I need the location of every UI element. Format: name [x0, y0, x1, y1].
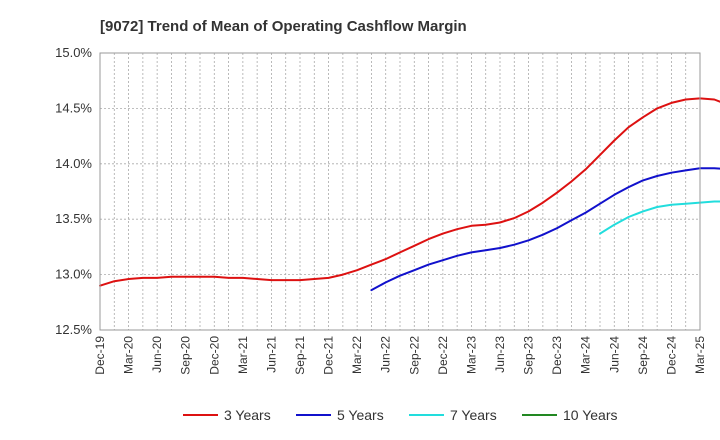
- x-tick-label: Mar-24: [579, 336, 593, 374]
- series-lines: [99, 97, 720, 292]
- x-tick-label: Jun-20: [150, 336, 164, 373]
- x-tick-label: Jun-24: [607, 336, 621, 373]
- grid: [99, 52, 701, 331]
- y-tick-label: 13.0%: [55, 267, 92, 282]
- x-tick-label: Dec-24: [664, 336, 678, 375]
- x-tick-label: Sep-24: [636, 336, 650, 375]
- x-tick-label: Mar-21: [236, 336, 250, 374]
- x-tick-label: Jun-21: [264, 336, 278, 373]
- y-tick-label: 14.5%: [55, 100, 92, 115]
- series-line-5-years: [370, 167, 720, 292]
- legend: 3 Years 5 Years 7 Years 10 Years: [183, 407, 618, 423]
- x-tick-label: Sep-22: [407, 336, 421, 375]
- legend-label: 3 Years: [224, 407, 271, 423]
- x-tick-label: Dec-20: [207, 336, 221, 375]
- series-line-3-years: [99, 97, 720, 287]
- y-tick-label: 14.0%: [55, 156, 92, 171]
- x-tick-label: Mar-23: [464, 336, 478, 374]
- x-tick-label: Dec-19: [93, 336, 107, 375]
- x-tick-label: Dec-22: [436, 336, 450, 375]
- y-tick-label: 12.5%: [55, 322, 92, 337]
- legend-label: 7 Years: [450, 407, 497, 423]
- y-tick-label: 15.0%: [55, 45, 92, 60]
- x-tick-label: Mar-25: [693, 336, 707, 374]
- series-line-7-years: [599, 200, 720, 235]
- x-tick-label: Dec-23: [550, 336, 564, 375]
- x-tick-label: Mar-20: [122, 336, 136, 374]
- x-tick-label: Dec-21: [322, 336, 336, 375]
- x-tick-label: Jun-23: [493, 336, 507, 373]
- legend-label: 10 Years: [563, 407, 618, 423]
- x-axis-tick-labels: Dec-19 Mar-20 Jun-20 Sep-20 Dec-20 Mar-21 Jun-…: [93, 336, 707, 375]
- legend-label: 5 Years: [337, 407, 384, 423]
- x-tick-label: Sep-23: [522, 336, 536, 375]
- x-tick-label: Sep-20: [179, 336, 193, 375]
- y-axis-tick-labels: 12.5% 13.0% 13.5% 14.0% 14.5% 15.0%: [55, 45, 92, 337]
- x-tick-label: Jun-22: [379, 336, 393, 373]
- x-tick-label: Mar-22: [350, 336, 364, 374]
- chart-title: [9072] Trend of Mean of Operating Cashfl…: [100, 18, 467, 35]
- x-tick-label: Sep-21: [293, 336, 307, 375]
- plot-area-frame: [99, 52, 701, 331]
- y-tick-label: 13.5%: [55, 211, 92, 226]
